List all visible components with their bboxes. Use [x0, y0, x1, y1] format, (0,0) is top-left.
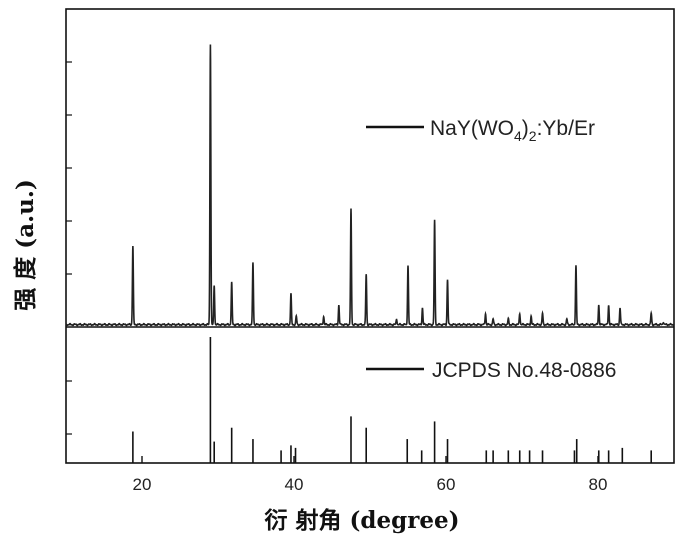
legend-reference: JCPDS No.48-0886 — [366, 359, 616, 382]
legend-sample-label-sub2: 2 — [529, 128, 537, 144]
svg-text:NaY(WO4)2:Yb/Er: NaY(WO4)2:Yb/Er — [430, 117, 595, 144]
legend-sample-label-mid: ) — [522, 117, 529, 140]
x-tick-labels: 20 40 60 80 — [133, 475, 608, 494]
legend-reference-label: JCPDS No.48-0886 — [432, 359, 616, 382]
plot-border — [66, 9, 674, 463]
legend-sample-label-sub1: 4 — [514, 128, 522, 144]
x-axis-title: 衍 射角 (degree) — [265, 507, 460, 534]
x-tick-label: 40 — [285, 475, 304, 494]
x-tick-label: 20 — [133, 475, 152, 494]
y-ticks — [66, 62, 72, 434]
x-tick-label: 80 — [589, 475, 608, 494]
plot-frame — [66, 9, 674, 463]
legend-sample-label-tail: :Yb/Er — [537, 117, 595, 140]
sample-pattern-line — [66, 45, 674, 326]
x-tick-label: 60 — [437, 475, 456, 494]
legend-sample-label-main: NaY(WO — [430, 117, 514, 140]
legend-sample: NaY(WO4)2:Yb/Er — [366, 117, 595, 144]
y-axis-title: 强 度 (a.u.) — [12, 179, 39, 310]
reference-bars — [133, 337, 651, 463]
